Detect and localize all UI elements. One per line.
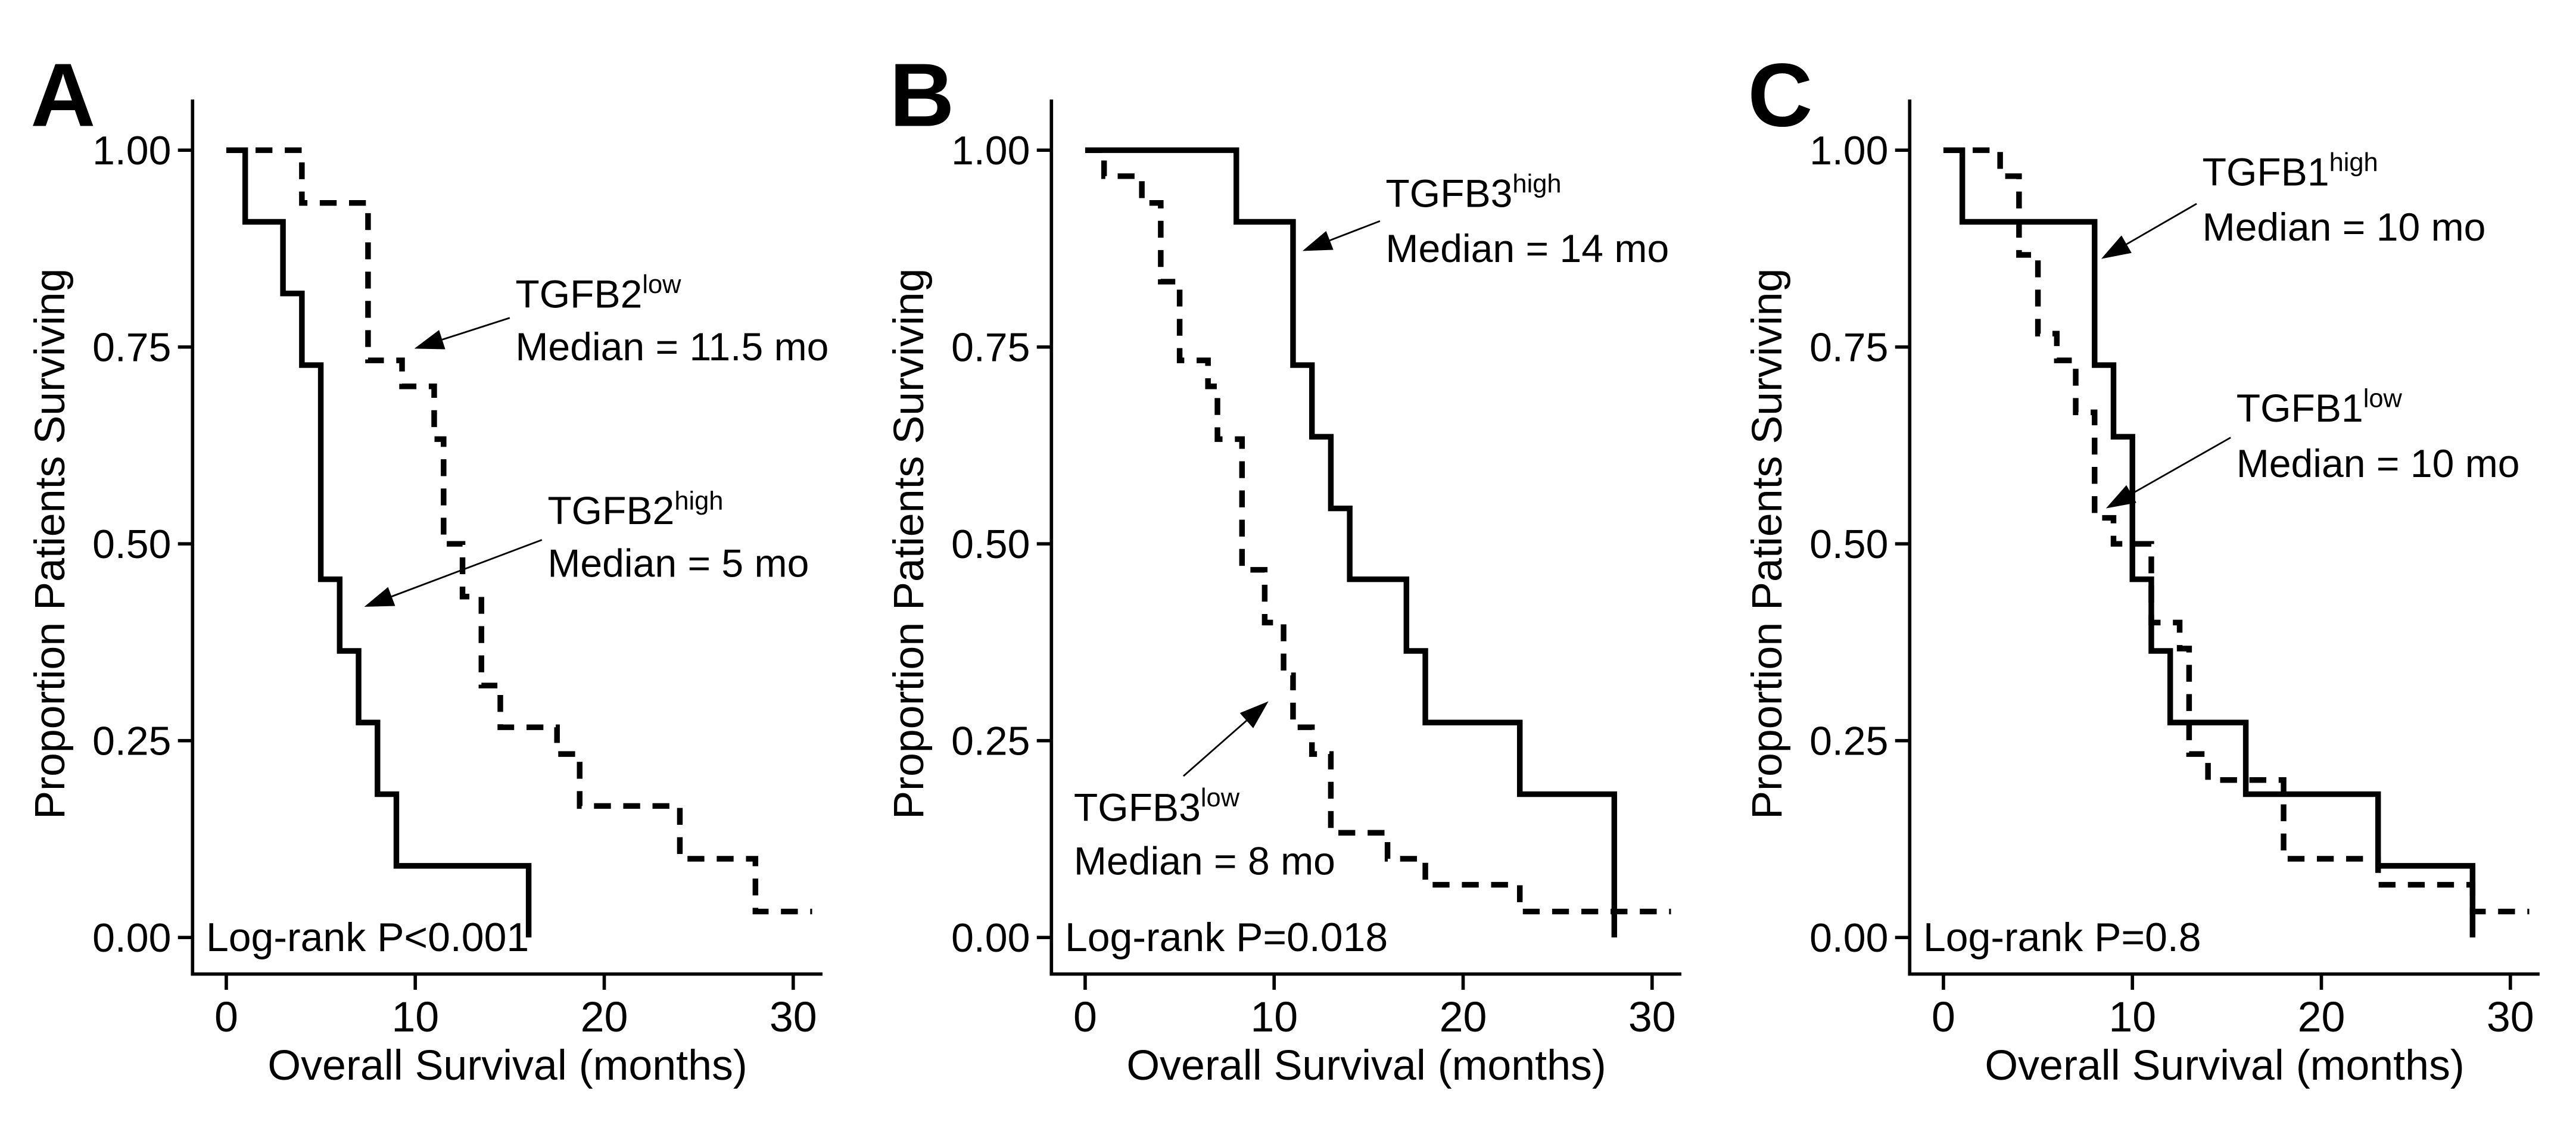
annotation-arrowhead <box>1302 230 1334 251</box>
x-tick-label: 10 <box>391 993 439 1041</box>
y-tick-label: 1.00 <box>951 128 1030 173</box>
y-tick-label: 0.00 <box>92 915 171 961</box>
km-curve-tgfb3-low <box>1085 147 1671 915</box>
annotation-arrow-line <box>1329 220 1381 242</box>
x-axis-title: Overall Survival (months) <box>1126 1042 1606 1089</box>
panel-letter: A <box>30 45 95 146</box>
annotation-arrowhead <box>2101 235 2132 259</box>
annotation-arrowhead <box>1239 701 1269 728</box>
km-curve-tgfb2-high <box>226 147 532 938</box>
annotation-arrowhead <box>414 330 446 350</box>
median-label-tgfb1high: Median = 10 mo <box>2203 205 2486 250</box>
logrank-label: Log-rank P=0.8 <box>1923 915 2201 960</box>
y-axis-title: Proportion Patients Surviving <box>1743 269 1791 819</box>
series-label-tgfb2high: TGFB2high <box>547 487 723 534</box>
km-curve-tgfb3-high <box>1085 147 1617 938</box>
y-tick-label: 0.75 <box>1809 325 1888 370</box>
y-tick-label: 0.75 <box>92 325 171 370</box>
annotation-arrow-line <box>2131 437 2232 495</box>
median-label-tgfb3high: Median = 14 mo <box>1385 227 1669 271</box>
series-label-tgfb1low: TGFB1low <box>2237 385 2403 431</box>
panel-a: A 0.00 0.25 0.50 0.75 1.00 0 10 20 30 Overall Surv… <box>24 10 835 1122</box>
y-tick-label: 0.00 <box>1809 915 1888 961</box>
km-curve-tgfb2-low <box>226 147 812 915</box>
x-tick-label: 20 <box>1439 993 1487 1041</box>
y-tick-label: 0.50 <box>1809 522 1888 567</box>
y-tick-label: 1.00 <box>1809 128 1888 173</box>
median-label-tgfb2low: Median = 11.5 mo <box>515 325 828 369</box>
median-label-tgfb3low: Median = 8 mo <box>1074 839 1335 883</box>
x-axis-title: Overall Survival (months) <box>267 1042 747 1089</box>
km-curve-tgfb1-low <box>1943 147 2530 915</box>
x-tick-label: 30 <box>2487 993 2534 1041</box>
x-tick-label: 20 <box>2298 993 2346 1041</box>
annotation-arrowhead <box>2106 485 2137 509</box>
panel-b-km-chart: B 0.00 0.25 0.50 0.75 1.00 0 10 20 30 Overall Surv… <box>885 45 1681 1089</box>
median-label-tgfb1low: Median = 10 mo <box>2237 442 2520 486</box>
annotation-arrow-line <box>1182 719 1247 777</box>
y-tick-label: 0.00 <box>951 915 1030 961</box>
y-axis-title: Proportion Patients Surviving <box>26 269 74 819</box>
x-tick-label: 30 <box>770 993 817 1041</box>
y-tick-label: 0.75 <box>951 325 1030 370</box>
y-tick-label: 0.50 <box>92 522 171 567</box>
logrank-label: Log-rank P<0.001 <box>206 915 529 960</box>
series-label-tgfb1high: TGFB1high <box>2203 148 2378 195</box>
logrank-label: Log-rank P=0.018 <box>1065 915 1388 960</box>
y-axis-title: Proportion Patients Surviving <box>885 269 933 819</box>
panel-letter: C <box>1748 45 1813 146</box>
y-tick-label: 0.25 <box>951 718 1030 763</box>
x-tick-label: 10 <box>2109 993 2157 1041</box>
median-label-tgfb2high: Median = 5 mo <box>547 542 809 586</box>
x-tick-label: 0 <box>1932 993 1955 1041</box>
x-tick-label: 20 <box>581 993 628 1041</box>
y-tick-label: 0.25 <box>1809 718 1888 763</box>
x-tick-label: 30 <box>1628 993 1676 1041</box>
annotation-arrowhead <box>364 587 395 607</box>
panel-c: C 0.00 0.25 0.50 0.75 1.00 0 10 20 30 Overall Surv… <box>1741 10 2552 1122</box>
x-tick-label: 10 <box>1250 993 1298 1041</box>
x-tick-label: 0 <box>214 993 238 1041</box>
panel-c-km-chart: C 0.00 0.25 0.50 0.75 1.00 0 10 20 30 Overall Surv… <box>1743 45 2540 1089</box>
y-tick-label: 1.00 <box>92 128 171 173</box>
panel-a-km-chart: A 0.00 0.25 0.50 0.75 1.00 0 10 20 30 Overall Surv… <box>26 45 828 1090</box>
series-label-tgfb3low: TGFB3low <box>1074 784 1240 830</box>
x-axis-title: Overall Survival (months) <box>1985 1042 2465 1089</box>
annotation-arrow-line <box>441 317 510 341</box>
x-tick-label: 0 <box>1073 993 1097 1041</box>
y-tick-label: 0.25 <box>92 718 171 763</box>
series-label-tgfb2low: TGFB2low <box>515 270 681 317</box>
y-tick-label: 0.50 <box>951 522 1030 567</box>
series-label-tgfb3high: TGFB3high <box>1385 170 1561 216</box>
annotation-arrow-line <box>391 539 543 597</box>
panel-letter: B <box>889 45 954 146</box>
panel-b: B 0.00 0.25 0.50 0.75 1.00 0 10 20 30 Overall Surv… <box>883 10 1694 1122</box>
km-curve-tgfb1-high <box>1943 147 2476 938</box>
annotation-arrow-line <box>2126 202 2198 245</box>
